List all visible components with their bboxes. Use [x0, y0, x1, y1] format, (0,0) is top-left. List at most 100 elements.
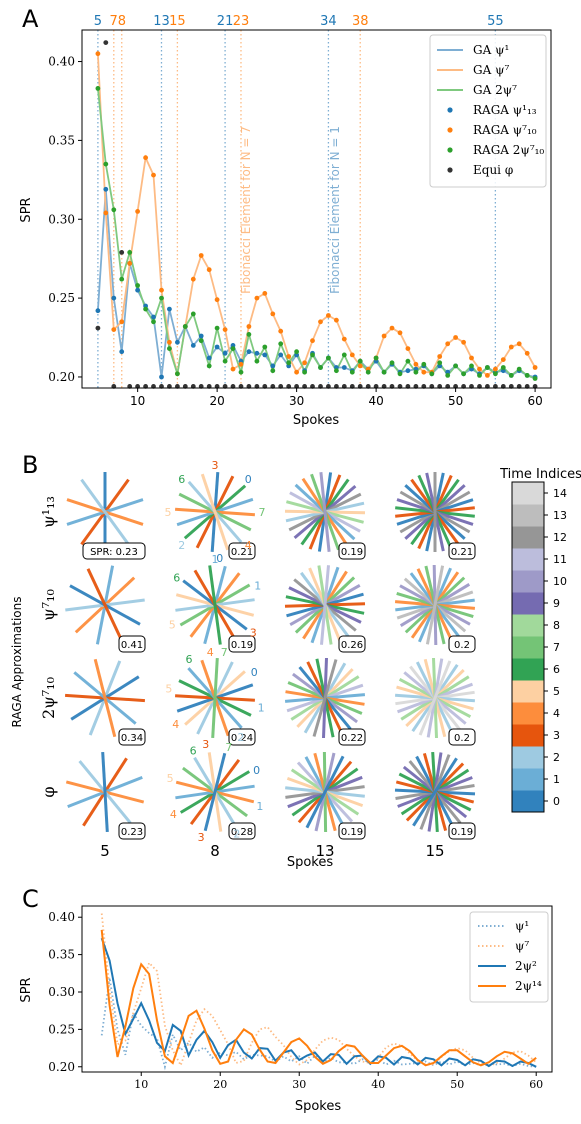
data-point-a-4-37: [389, 325, 395, 331]
top-label-0: 5: [94, 14, 102, 29]
spr-box-0-1: [228, 542, 256, 560]
data-point-a-4-5: [135, 209, 141, 214]
spoke-cell-1-0: 0.41: [65, 565, 146, 653]
colorbar-tick-label-0: 0: [553, 795, 560, 808]
legend-label-c-3: 2ψ¹⁴: [515, 979, 542, 993]
column-label-2: 13: [315, 842, 334, 860]
data-point-a-4-24: [286, 354, 292, 359]
data-point-a-5-46: [461, 371, 466, 377]
data-point-a-4-39: [405, 346, 411, 351]
spr-box-2-3: [448, 728, 476, 746]
data-point-a-4-43: [437, 354, 443, 359]
top-label-2: 13: [153, 14, 170, 29]
y-tick-label-c-0: 0.20: [48, 1060, 75, 1074]
panel-a-top-labels: 5 78 13 15 21 23 34 38 55: [94, 14, 504, 29]
x-tick-label-c-0: 10: [134, 1078, 148, 1091]
spr-value-3-2: 0.19: [341, 827, 363, 838]
data-point-a-5-30: [334, 368, 339, 374]
data-point-a-5-31: [341, 352, 347, 358]
index-label-0-7: 6: [178, 473, 185, 486]
data-point-a-5-18: [238, 369, 244, 375]
spr-box-1-2: [338, 635, 366, 653]
y-tick-label-a-1: 0.25: [48, 291, 75, 305]
series-line-c-1: [100, 913, 537, 1068]
data-point-a-3-7: [151, 314, 156, 320]
data-point-a-5-51: [500, 365, 506, 370]
legend-label-a-4: RAGA ψ⁷₁₀: [473, 123, 537, 137]
data-point-a-3-23: [278, 352, 284, 358]
x-tick-label-a-4: 50: [448, 394, 463, 408]
legend-label-a-3: RAGA ψ¹₁₃: [473, 103, 537, 117]
data-point-a-4-15: [214, 297, 220, 303]
data-point-a-5-23: [278, 341, 284, 347]
panel-a-legend: GA ψ¹ GA ψ⁷ GA 2ψ⁷ RAGA ψ¹₁₃ RAGA ψ⁷₁₀ RAGA 2…: [429, 34, 547, 188]
spr-value-3-3: 0.19: [451, 827, 473, 838]
data-point-a-4-31: [341, 336, 347, 342]
data-point-a-4-36: [381, 333, 387, 339]
data-point-a-4-38: [397, 330, 403, 336]
index-label-3-6: 5: [167, 772, 174, 785]
colorbar-swatch-0: [512, 790, 544, 813]
y-tick-label-c-3: 0.35: [48, 948, 75, 962]
panel-c-xlabel: Spokes: [295, 1099, 342, 1114]
panel-a-ylabel: SPR: [19, 197, 34, 222]
colorbar-tick-label-1: 1: [553, 773, 560, 786]
row-label-3: φ: [39, 786, 58, 797]
data-point-a-3-16: [222, 350, 228, 356]
colorbar-tick-label-2: 2: [553, 751, 560, 764]
panel-b-xlabel: Spokes: [287, 855, 334, 870]
x-tick-label-c-2: 30: [292, 1078, 306, 1091]
spr-box-3-3: [448, 822, 476, 840]
index-label-1-5: 6: [173, 572, 180, 585]
legend-swatch-a-5: [447, 147, 453, 153]
spr-value-0-0: SPR: 0.23: [90, 547, 138, 558]
data-point-a-5-54: [524, 373, 530, 378]
colorbar-tick-label-4: 4: [553, 707, 560, 720]
index-label-2-5: 4: [172, 718, 179, 731]
colorbar-swatch-3: [512, 724, 544, 747]
data-point-a-4-18: [238, 361, 244, 367]
colorbar-swatch-4: [512, 702, 544, 725]
spr-box-0-2: [338, 542, 366, 560]
index-label-0-0: 3: [212, 459, 219, 472]
x-tick-label-a-5: 60: [527, 394, 542, 408]
y-tick-label-a-2: 0.30: [48, 212, 75, 226]
data-point-a-3-20: [254, 350, 260, 356]
y-tick-label-c-2: 0.30: [48, 985, 75, 999]
data-point-a-5-1: [103, 161, 109, 167]
index-label-1-2: 3: [250, 626, 257, 639]
series-line-c-0: [100, 977, 537, 1071]
data-point-a-5-13: [198, 338, 204, 344]
spr-value-0-2: 0.19: [341, 547, 363, 558]
colorbar-frame: [511, 481, 545, 813]
spoke-cell-2-1: 0.24: [175, 658, 256, 746]
spr-box-2-2: [338, 728, 366, 746]
data-point-a-4-49: [485, 373, 490, 378]
x-tick-label-c-1: 20: [213, 1078, 227, 1091]
colorbar-swatch-8: [512, 614, 544, 637]
data-point-a-4-22: [270, 311, 276, 317]
legend-swatch-a-3: [447, 107, 453, 113]
data-point-a-5-10: [175, 371, 180, 377]
spr-value-3-1: 0.28: [231, 827, 253, 838]
spoke-cell-1-2: 0.26: [284, 565, 366, 653]
panel-a-axes-frame: [81, 29, 552, 389]
data-point-a-5-16: [222, 358, 228, 364]
spr-value-2-3: 0.2: [454, 733, 470, 744]
spoke-cell-3-1: 0.28: [175, 752, 256, 840]
legend-swatch-a-4: [447, 127, 453, 133]
data-point-a-3-1: [103, 186, 109, 192]
data-point-a-5-50: [493, 371, 498, 377]
data-point-a-3-12: [190, 343, 196, 348]
index-label-0-4: 1: [212, 553, 219, 566]
legend-label-a-6: Equi φ: [473, 163, 513, 177]
data-point-a-5-32: [349, 369, 355, 375]
index-label-2-2: 1: [258, 701, 265, 714]
colorbar-tick-label-6: 6: [553, 663, 560, 676]
data-point-a-4-14: [206, 267, 212, 273]
colorbar-tick-label-8: 8: [553, 619, 560, 632]
top-label-8: 55: [487, 14, 504, 29]
data-point-a-5-26: [302, 369, 307, 375]
panel-b-row-labels: ψ¹₁₃ ψ⁷₁₀ 2ψ⁷₁₀ φ: [39, 496, 58, 798]
y-tick-label-a-0: 0.20: [48, 370, 75, 384]
